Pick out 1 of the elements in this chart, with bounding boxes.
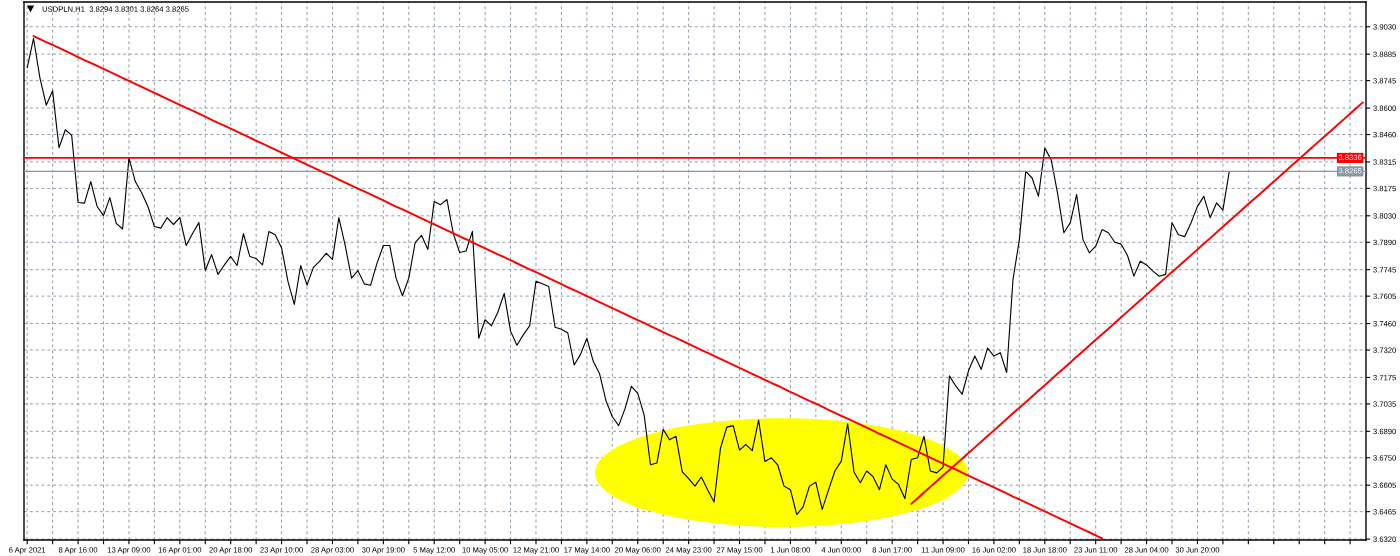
line-series bbox=[26, 37, 1230, 516]
